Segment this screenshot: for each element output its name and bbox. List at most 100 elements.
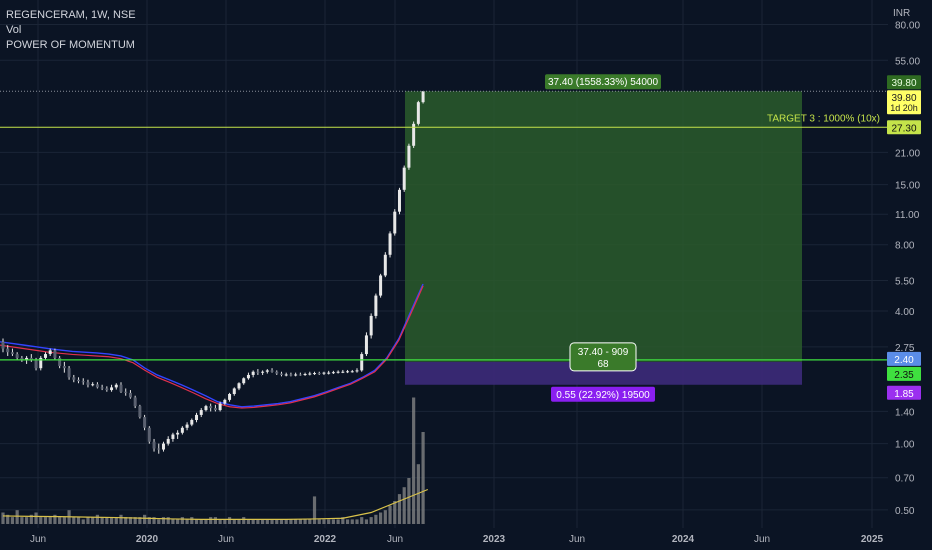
volume-bar [336, 519, 340, 524]
candle-body [275, 371, 279, 374]
price-tick-label: 55.00 [895, 56, 920, 67]
candle-body [298, 374, 302, 376]
volume-bar [48, 517, 52, 524]
candle-body [213, 408, 217, 411]
volume-bar [95, 514, 99, 524]
volume-bar [350, 519, 354, 524]
volume-bar [379, 512, 383, 524]
candle-body [147, 427, 151, 442]
volume-bar [345, 519, 350, 524]
candle-body [58, 357, 62, 367]
momentum-indicator-label[interactable]: POWER OF MOMENTUM [6, 39, 135, 51]
candle-body [327, 372, 331, 374]
candle-body [20, 357, 24, 360]
price-tick-label: 15.00 [895, 181, 920, 192]
volume-bar [171, 519, 175, 524]
candle-body [317, 373, 321, 375]
volume-bar [86, 517, 90, 524]
price-badge [887, 351, 921, 366]
candle-body [364, 335, 368, 355]
volume-bar [383, 510, 387, 524]
price-badge-text: 39.80 [891, 78, 916, 89]
candle-body [341, 371, 345, 373]
volume-bar [237, 519, 241, 524]
volume-bar [402, 487, 406, 524]
candle-body [81, 381, 85, 383]
position-center-label-line2: 68 [597, 359, 609, 370]
profit-label-box [545, 74, 661, 90]
price-tick-label: 1.40 [895, 407, 915, 418]
candle-body [77, 379, 81, 382]
price-badge-countdown: 1d 20h [890, 103, 918, 113]
candle-body [270, 370, 274, 372]
candles [1, 91, 425, 454]
ma-blue-line [0, 283, 424, 408]
position-center-label-box [569, 342, 637, 372]
price-badge [887, 385, 921, 400]
ma-red-line [0, 285, 424, 409]
candle-body [322, 372, 326, 374]
volume-bar [124, 517, 128, 524]
volume-bar [34, 512, 38, 524]
candle-body [138, 406, 142, 418]
volume-bar [204, 519, 208, 524]
volume-bar [265, 519, 269, 524]
volume-bar [76, 517, 81, 524]
candle-body [1, 341, 5, 349]
candle-body [204, 406, 208, 411]
candle-body [25, 357, 29, 360]
time-tick-label: Jun [754, 534, 770, 545]
price-badge-text: 1.85 [894, 389, 914, 400]
volume-bar [128, 517, 133, 524]
volume-indicator-label[interactable]: Vol [6, 24, 22, 36]
volume-bar [185, 519, 189, 524]
candle-body [105, 388, 109, 391]
candle-body [157, 448, 161, 450]
candle-body [265, 370, 269, 372]
candle-body [228, 393, 232, 400]
volume-bar [397, 494, 402, 524]
volume-bar [213, 517, 217, 524]
currency-label: INR [893, 8, 910, 19]
volume-bar [100, 517, 104, 524]
candle-body [110, 387, 114, 391]
candle-body [397, 189, 401, 212]
volume-bar [374, 514, 378, 524]
candle-body [374, 295, 378, 316]
volume-bar [303, 519, 307, 524]
volume-bar [72, 517, 76, 524]
volume-bar [218, 519, 222, 524]
chart-legend: REGENCERAM, 1W, NSE Vol POWER OF MOMENTU… [6, 8, 136, 53]
candle-body [360, 354, 364, 371]
volume-bar [62, 517, 66, 524]
volume-bar [407, 478, 411, 524]
volume-bar [227, 517, 232, 524]
volume-bar [157, 519, 161, 524]
candle-body [10, 352, 14, 355]
candle-body [128, 392, 132, 398]
candle-body [114, 384, 118, 388]
volume-bar [355, 519, 359, 524]
volume-bar [194, 519, 199, 524]
candle-body [209, 406, 213, 409]
volume-bar [166, 517, 170, 524]
volume-bar [180, 517, 184, 524]
candle-body [350, 371, 354, 373]
time-tick-label: Jun [218, 534, 234, 545]
symbol-title[interactable]: REGENCERAM, 1W, NSE [6, 9, 136, 21]
candle-body [72, 377, 76, 380]
candle-body [313, 373, 317, 375]
candle-body [29, 357, 33, 360]
volume-bar [20, 517, 24, 524]
candle-body [86, 382, 90, 385]
target-label: TARGET 3 : 1000% (10x) [767, 113, 880, 124]
candle-body [261, 371, 265, 373]
volume-bar [223, 519, 227, 524]
price-tick-label: 80.00 [895, 20, 920, 31]
price-badge-text: 2.35 [894, 370, 914, 381]
volume-bar [147, 517, 151, 524]
volume-bar [6, 514, 10, 524]
volume-bars [1, 397, 429, 524]
